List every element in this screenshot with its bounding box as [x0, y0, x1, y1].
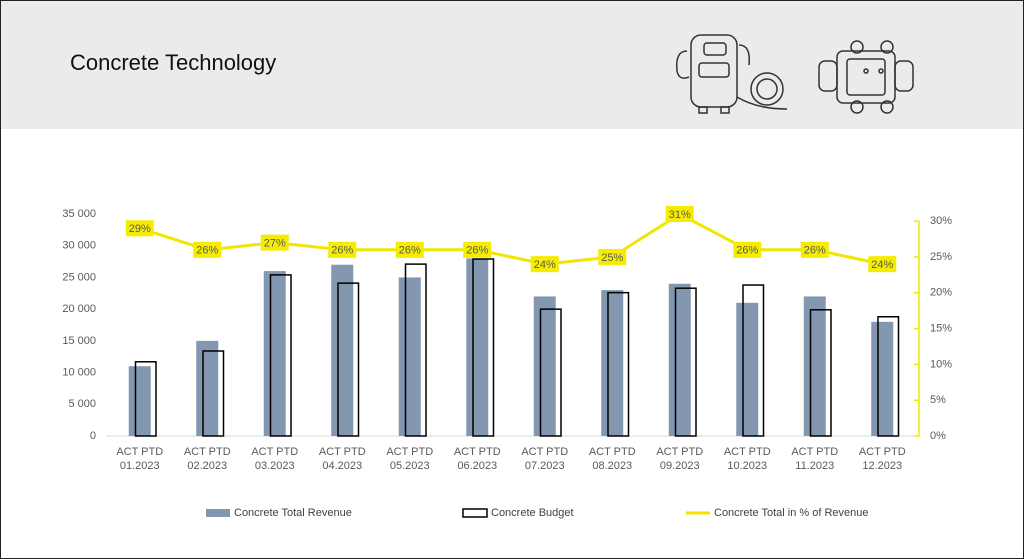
budget-bar	[269, 274, 292, 437]
x-tick-label: ACT PTD 05.2023	[386, 446, 434, 472]
label-box	[598, 248, 627, 265]
budget-bar	[404, 263, 427, 437]
legend-swatch	[206, 509, 230, 517]
label-box	[868, 256, 897, 273]
revenue-bar	[398, 277, 421, 436]
y2-tick-label: 0%	[930, 430, 946, 442]
x-tick-label: ACT PTD 10.2023	[723, 446, 771, 472]
revenue-bar	[331, 264, 354, 436]
revenue-bar	[736, 302, 759, 436]
revenue-bar	[263, 271, 286, 436]
data-label: 26%	[466, 245, 488, 257]
y2-tick-label: 15%	[930, 322, 952, 334]
revenue-bar	[533, 296, 556, 436]
label-box	[125, 220, 154, 237]
x-tick-label: ACT PTD 03.2023	[251, 446, 299, 472]
data-label: 26%	[331, 245, 353, 257]
y2-tick-label: 20%	[930, 287, 952, 299]
label-box	[328, 241, 357, 258]
x-tick-label: ACT PTD 04.2023	[318, 446, 366, 472]
data-label: 24%	[534, 259, 556, 271]
y2-tick-label: 10%	[930, 358, 952, 370]
data-label: 26%	[196, 245, 218, 257]
label-box	[733, 241, 762, 258]
revenue-bar	[128, 366, 151, 436]
revenue-bar	[601, 290, 624, 436]
label-box	[193, 241, 222, 258]
data-label: 27%	[264, 238, 286, 250]
label-box	[665, 206, 694, 222]
legend-swatch	[462, 508, 488, 518]
percent-line	[139, 212, 883, 266]
budget-bar	[607, 291, 630, 437]
y2-tick-label: 30%	[930, 215, 952, 227]
budget-bar	[202, 350, 225, 437]
y-tick-label: 5 000	[68, 398, 96, 410]
data-label: 26%	[399, 245, 421, 257]
budget-bar	[742, 284, 765, 437]
legend-label: Concrete Budget	[491, 507, 574, 519]
budget-bar	[539, 308, 562, 437]
label-box	[800, 241, 829, 258]
x-tick-label: ACT PTD 02.2023	[183, 446, 231, 472]
budget-bar	[337, 282, 360, 437]
revenue-bar	[871, 321, 894, 436]
x-tick-label: ACT PTD 11.2023	[791, 446, 839, 472]
y-tick-label: 10 000	[62, 366, 96, 378]
budget-bar	[809, 309, 832, 437]
data-label: 31%	[669, 209, 691, 221]
revenue-bar	[466, 258, 489, 436]
x-tick-label: ACT PTD 09.2023	[656, 446, 704, 472]
label-box	[260, 234, 289, 251]
budget-bar	[674, 287, 697, 437]
vibrator-icon	[675, 34, 788, 114]
y-tick-label: 15 000	[62, 335, 96, 347]
data-label: 25%	[601, 252, 623, 264]
slide-title: Concrete Technology	[70, 50, 277, 75]
y-tick-label: 30 000	[62, 240, 96, 252]
legend-label: Concrete Total in % of Revenue	[714, 507, 869, 519]
data-label: 29%	[129, 223, 151, 235]
label-box	[463, 241, 492, 258]
motor-icon	[818, 40, 914, 114]
y-tick-label: 0	[90, 430, 96, 442]
x-tick-label: ACT PTD 08.2023	[588, 446, 636, 472]
x-tick-label: ACT PTD 01.2023	[116, 446, 164, 472]
x-tick-label: ACT PTD 12.2023	[858, 446, 906, 472]
y2-tick-label: 25%	[930, 251, 952, 263]
budget-bar	[877, 316, 900, 437]
label-box	[395, 241, 424, 258]
budget-bar	[134, 361, 157, 437]
revenue-bar	[668, 283, 691, 436]
revenue-bar	[803, 296, 826, 436]
y-tick-label: 20 000	[62, 303, 96, 315]
label-box	[530, 256, 559, 273]
revenue-bar	[196, 340, 219, 436]
data-label: 26%	[804, 245, 826, 257]
data-label: 24%	[871, 259, 893, 271]
y-tick-label: 25 000	[62, 271, 96, 283]
x-tick-label: ACT PTD 07.2023	[521, 446, 569, 472]
budget-bar	[472, 258, 495, 437]
header	[1, 1, 1023, 129]
data-label: 26%	[736, 245, 758, 257]
legend-label: Concrete Total Revenue	[234, 507, 352, 519]
x-tick-label: ACT PTD 06.2023	[453, 446, 501, 472]
y2-tick-label: 5%	[930, 394, 946, 406]
y-tick-label: 35 000	[62, 208, 96, 220]
